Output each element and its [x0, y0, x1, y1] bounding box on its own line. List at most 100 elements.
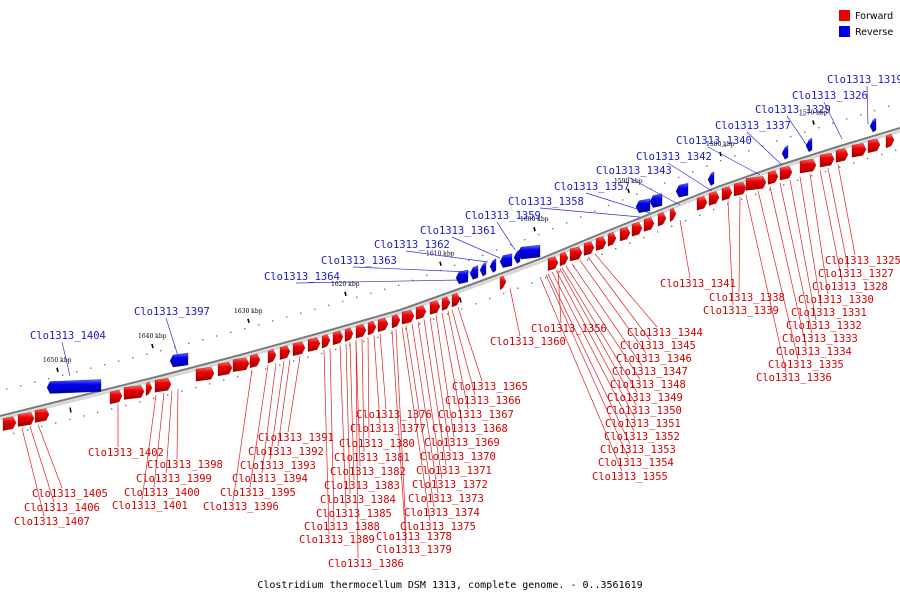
guide-dot: [783, 184, 785, 186]
legend-reverse-label: Reverse: [855, 27, 893, 38]
leader-line: [551, 271, 635, 432]
scale-tick: [627, 188, 630, 193]
guide-dot: [468, 259, 470, 262]
forward-gene: [708, 191, 720, 206]
leader-line: [561, 267, 638, 393]
forward-gene-label: Clo1313_1335: [768, 359, 844, 371]
guide-dot: [678, 176, 680, 179]
leader-line: [176, 389, 179, 460]
forward-gene-label: Clo1313_1405: [32, 488, 108, 500]
guide-dot: [104, 364, 106, 366]
guide-dot: [706, 165, 708, 167]
guide-dot: [447, 313, 449, 315]
forward-gene: [441, 296, 451, 311]
guide-dot: [153, 397, 155, 400]
forward-gene-label: Clo1313_1378: [376, 531, 452, 543]
forward-gene-label: Clo1313_1395: [220, 487, 296, 499]
leader-line: [379, 333, 387, 410]
guide-dot: [34, 381, 36, 383]
forward-gene: [607, 232, 617, 247]
forward-gene: [745, 176, 767, 191]
guide-dot: [685, 220, 687, 222]
leader-line: [779, 182, 813, 334]
legend-reverse-swatch: [839, 26, 850, 37]
forward-gene: [123, 385, 145, 400]
forward-gene-label: Clo1313_1398: [147, 459, 223, 471]
forward-gene-label: Clo1313_1366: [445, 395, 521, 407]
forward-gene-label: Clo1313_1327: [818, 268, 894, 280]
scale-label: 1600 kbp: [520, 216, 549, 223]
guide-dot: [48, 378, 50, 380]
forward-gene-label: Clo1313_1338: [709, 292, 785, 304]
guide-dot: [853, 162, 855, 164]
forward-gene-label: Clo1313_1406: [24, 502, 100, 514]
reverse-gene: [469, 265, 479, 280]
leader-line: [746, 131, 783, 166]
forward-gene-label: Clo1313_1348: [610, 379, 686, 391]
guide-dot: [69, 418, 71, 421]
position-mark: [459, 297, 462, 303]
leader-line: [391, 330, 407, 545]
leader-line: [627, 176, 681, 206]
guide-dot: [692, 171, 694, 173]
guide-dot: [328, 304, 330, 307]
forward-gene: [321, 334, 331, 349]
forward-gene: [619, 226, 631, 242]
reverse-gene: [635, 198, 651, 213]
forward-gene: [195, 367, 215, 382]
guide-dot: [20, 385, 22, 387]
forward-gene-label: Clo1313_1372: [412, 479, 488, 491]
guide-dot: [405, 328, 407, 330]
forward-gene-label: Clo1313_1375: [400, 521, 476, 533]
guide-dot: [160, 350, 162, 352]
reverse-gene: [46, 379, 102, 394]
guide-dot: [713, 208, 715, 211]
leader-line: [411, 323, 439, 494]
reverse-gene-label: Clo1313_1361: [420, 225, 496, 237]
leader-line: [571, 263, 643, 367]
leader-line: [352, 266, 471, 273]
guide-dot: [419, 323, 421, 325]
guide-dot: [587, 259, 589, 261]
forward-gene: [249, 353, 261, 369]
forward-gene: [391, 313, 401, 329]
reverse-gene: [707, 171, 715, 186]
scale-label: 1640 kbp: [138, 333, 167, 340]
leader-line: [727, 201, 734, 306]
reverse-gene: [517, 244, 541, 260]
position-mark: [69, 407, 72, 413]
guide-dot: [650, 188, 652, 190]
guide-dot: [510, 244, 512, 246]
forward-gene: [696, 196, 708, 211]
leader-line: [373, 335, 381, 424]
guide-dot: [839, 166, 841, 168]
forward-gene-label: Clo1313_1328: [812, 281, 888, 293]
guide-dot: [349, 344, 351, 347]
forward-gene-label: Clo1313_1333: [782, 333, 858, 345]
reverse-gene: [805, 137, 813, 153]
guide-dot: [727, 203, 729, 205]
guide-dot: [132, 357, 134, 359]
guide-dot: [643, 236, 645, 239]
guide-dot: [636, 193, 638, 195]
reverse-gene: [781, 145, 789, 160]
forward-gene-label: Clo1313_1341: [660, 278, 736, 290]
guide-dot: [895, 149, 897, 151]
leader-line: [451, 309, 476, 396]
guide-dot: [314, 308, 316, 311]
guide-dot: [41, 425, 43, 428]
scale-tick: [812, 120, 815, 125]
reverse-gene: [169, 352, 189, 368]
guide-dot: [286, 316, 288, 318]
guide-dot: [860, 114, 862, 116]
forward-gene-label: Clo1313_1368: [432, 423, 508, 435]
forward-gene-label: Clo1313_1360: [490, 336, 566, 348]
forward-gene: [885, 133, 895, 149]
forward-gene: [499, 275, 507, 291]
forward-gene-label: Clo1313_1367: [438, 409, 514, 421]
leader-line: [557, 269, 562, 324]
forward-gene-label: Clo1313_1365: [452, 381, 528, 393]
leader-line: [667, 162, 713, 192]
guide-dot: [559, 271, 561, 273]
